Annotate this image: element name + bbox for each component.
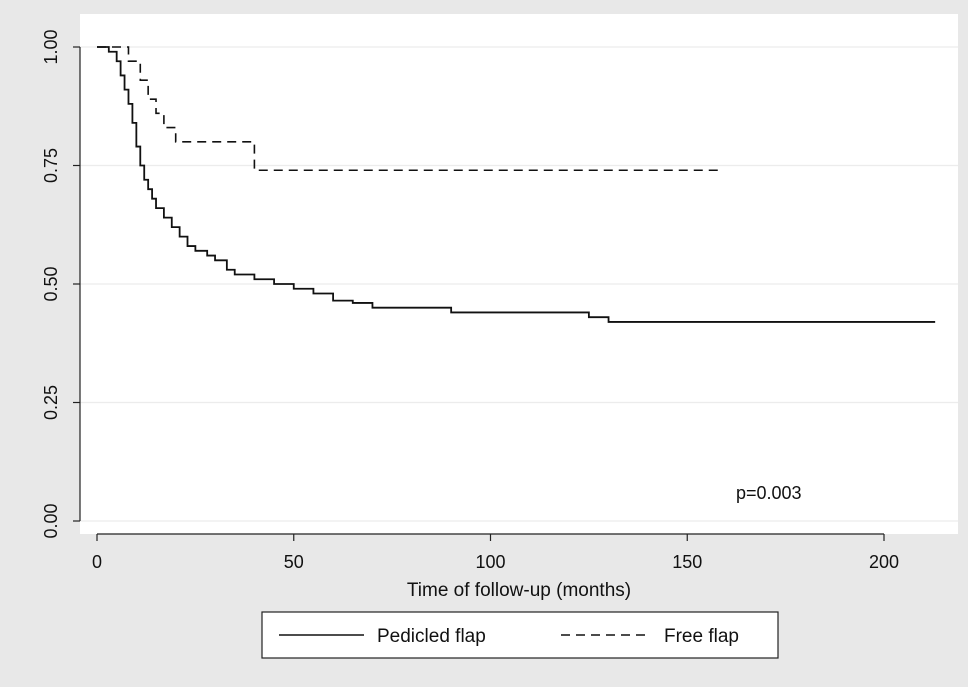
series-line-free-flap [97, 46, 719, 172]
series-line-pedicled-flap [97, 46, 936, 323]
y-tick-label: 0.00 [41, 503, 61, 538]
y-tick-label: 0.75 [41, 148, 61, 183]
legend-label-pedicled: Pedicled flap [377, 626, 486, 647]
legend-label-free: Free flap [664, 626, 739, 647]
y-tick-label: 0.25 [41, 385, 61, 420]
y-tick-label: 0.50 [41, 266, 61, 301]
x-tick-label: 50 [284, 552, 304, 572]
x-tick-label: 100 [475, 552, 505, 572]
grid-layer [80, 46, 958, 522]
axis-layer: 0.00 0.25 0.50 0.75 1.00 0 50 100 150 200 [41, 29, 899, 572]
x-axis-label: Time of follow-up (months) [407, 580, 631, 601]
plot-area [80, 14, 958, 534]
y-tick-label: 1.00 [41, 29, 61, 64]
x-tick-label: 150 [672, 552, 702, 572]
p-value-annotation: p=0.003 [736, 483, 802, 503]
x-tick-label: 200 [869, 552, 899, 572]
legend: Pedicled flap Free flap [261, 611, 779, 659]
x-tick-label: 0 [92, 552, 102, 572]
series-layer [97, 46, 936, 323]
